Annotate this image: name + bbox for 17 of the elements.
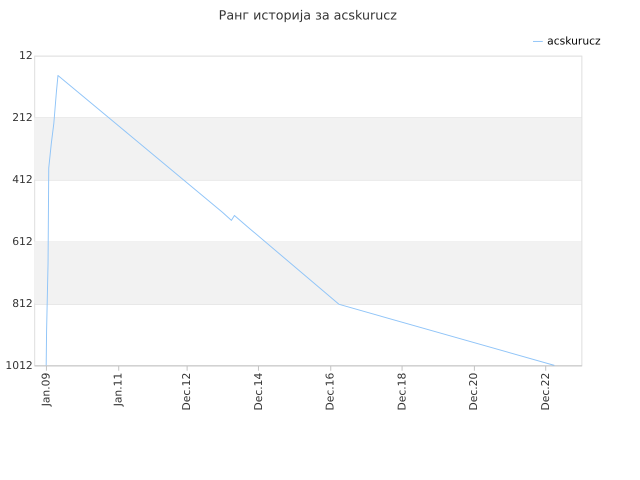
x-tick-label: Dec.16 [324, 372, 337, 411]
x-tick-label: Dec.20 [467, 372, 480, 411]
y-tick-label: 1012 [5, 358, 33, 372]
x-tick-label: Dec.22 [538, 372, 552, 411]
x-tick-label: Jan.11 [111, 372, 124, 408]
y-tick-label: 12 [19, 49, 33, 62]
y-tick-label: 212 [12, 110, 33, 124]
chart-title: Ранг историја за acskurucz [218, 7, 398, 22]
y-tick-label: 812 [12, 296, 33, 310]
x-tick-label: Dec.14 [252, 372, 265, 411]
x-tick-label: Jan.09 [40, 372, 53, 408]
y-tick-label: 412 [12, 172, 33, 186]
legend-label: acskurucz [547, 34, 602, 48]
y-tick-label: 612 [12, 234, 33, 248]
line-series [46, 74, 555, 366]
x-tick-label: Dec.18 [395, 372, 408, 411]
x-tick-label: Dec.12 [180, 372, 194, 411]
